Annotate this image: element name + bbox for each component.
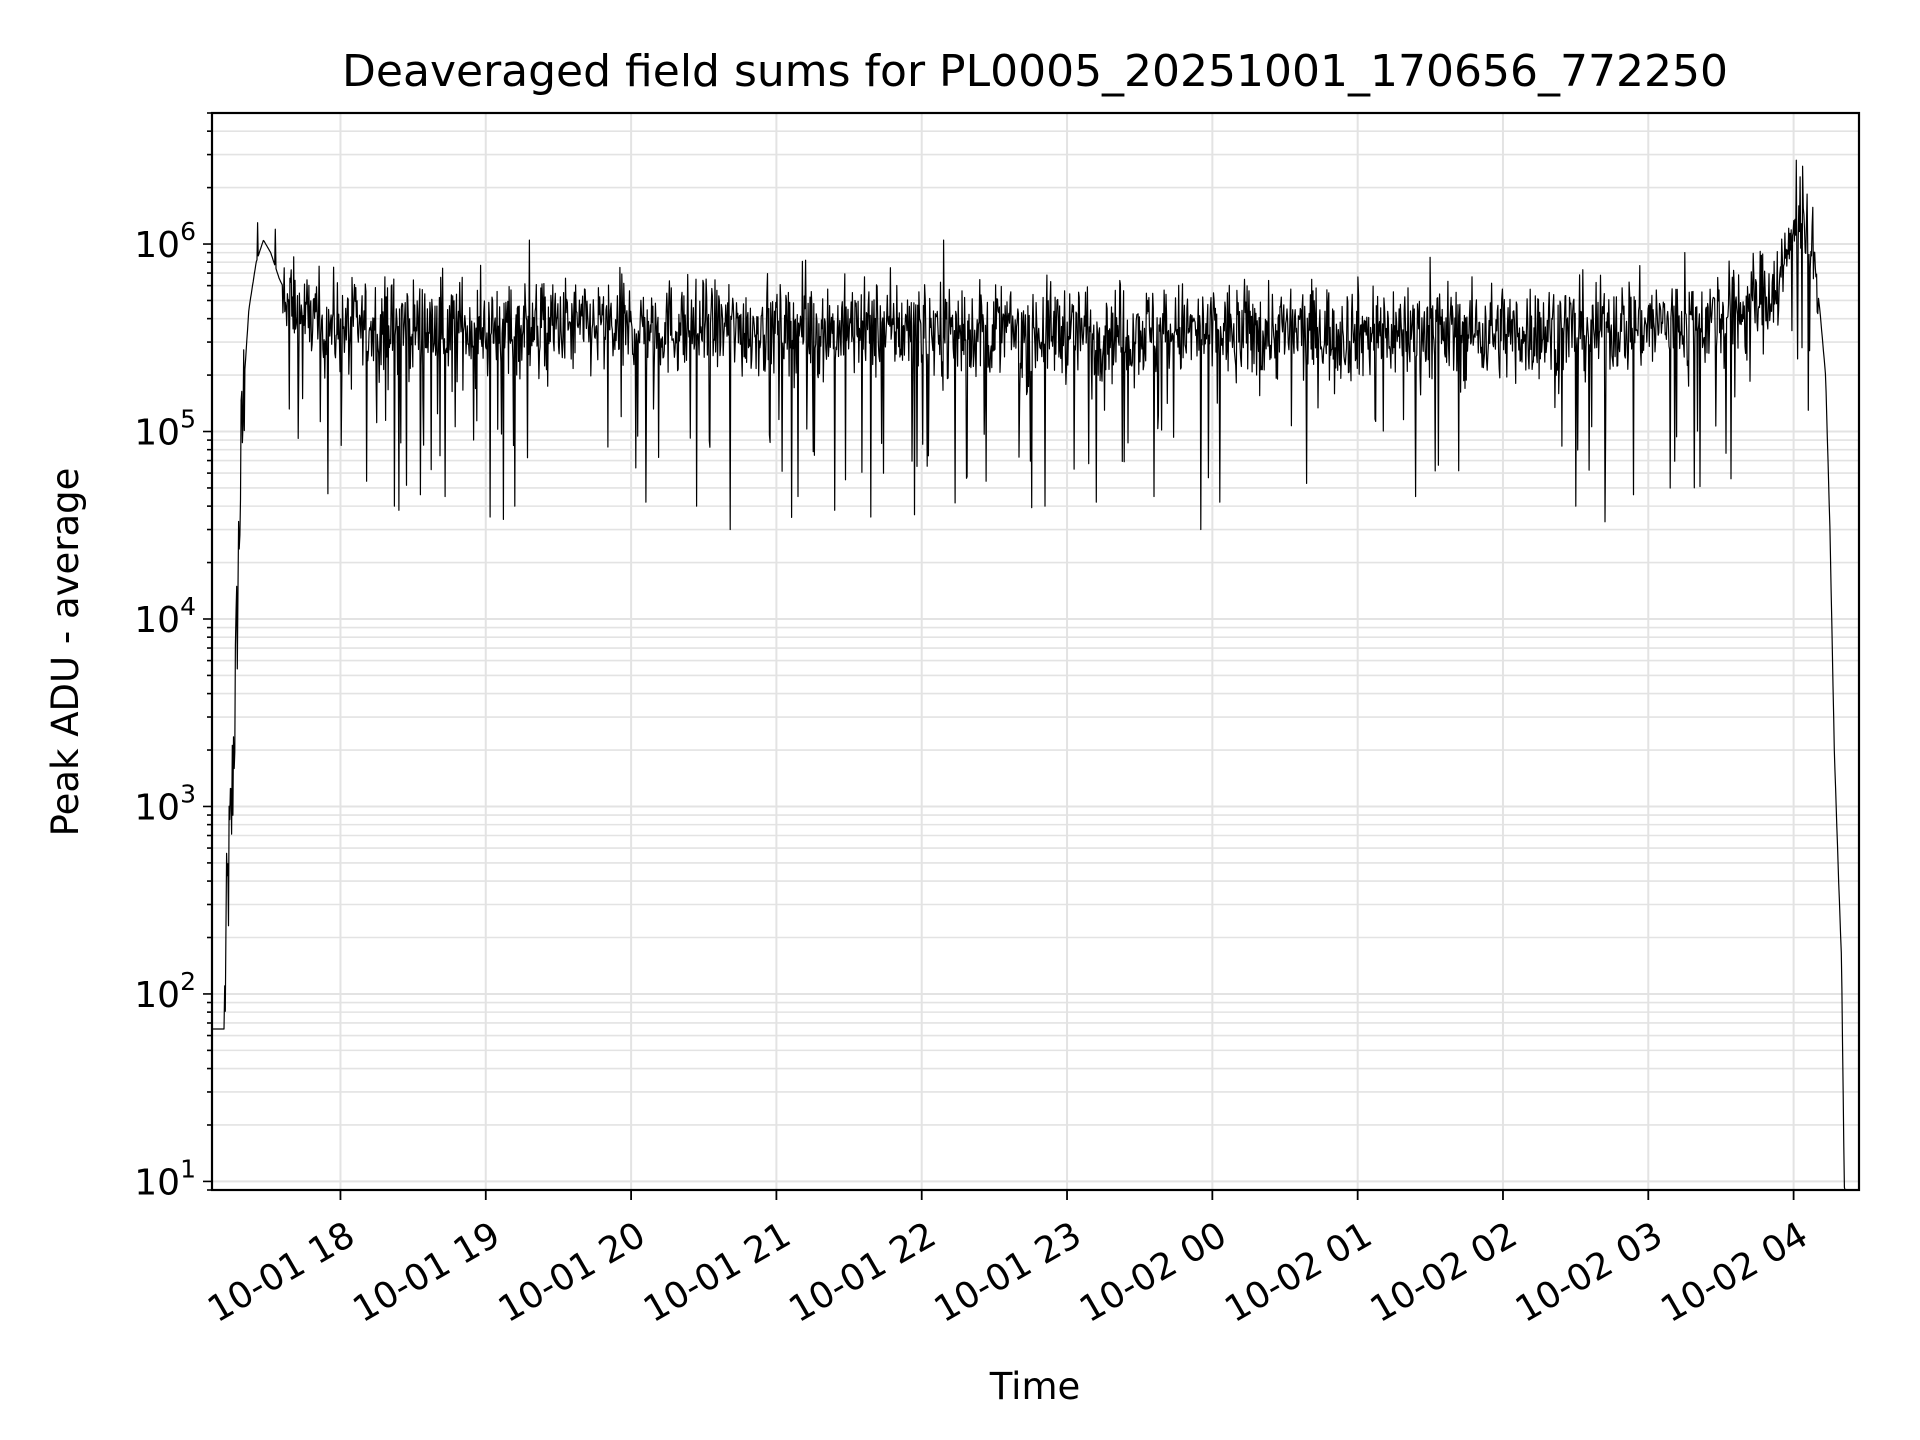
- y-tick-label: 105: [134, 405, 196, 454]
- x-tick-label: 10-02 00: [1073, 1214, 1234, 1330]
- x-tick-label: 10-02 03: [1509, 1214, 1670, 1330]
- x-tick-label: 10-01 22: [782, 1214, 943, 1330]
- grid: [212, 112, 1859, 1191]
- chart-title: Deaveraged field sums for PL0005_2025100…: [342, 46, 1728, 97]
- y-tick-label: 102: [134, 967, 196, 1016]
- series-path: [212, 159, 1859, 1191]
- axes-frame: [210, 111, 1861, 1192]
- x-tick-label: 10-01 20: [492, 1214, 653, 1330]
- x-tick-label: 10-01 19: [346, 1214, 507, 1330]
- series-line: [212, 159, 1859, 1191]
- x-tick-label: 10-01 21: [637, 1214, 798, 1330]
- y-tick-label: 103: [134, 779, 196, 828]
- x-tick-label: 10-02 04: [1654, 1214, 1815, 1330]
- x-tick-label: 10-02 02: [1364, 1214, 1525, 1330]
- y-tick-label: 101: [134, 1154, 196, 1203]
- x-axis-label: Time: [989, 1365, 1081, 1408]
- x-tick-label: 10-01 18: [201, 1214, 362, 1330]
- y-tick-label: 106: [134, 217, 196, 266]
- x-tick-label: 10-02 01: [1218, 1214, 1379, 1330]
- y-axis-label: Peak ADU - average: [44, 468, 87, 837]
- x-tick-label: 10-01 23: [928, 1214, 1089, 1330]
- y-tick-label: 104: [134, 592, 196, 641]
